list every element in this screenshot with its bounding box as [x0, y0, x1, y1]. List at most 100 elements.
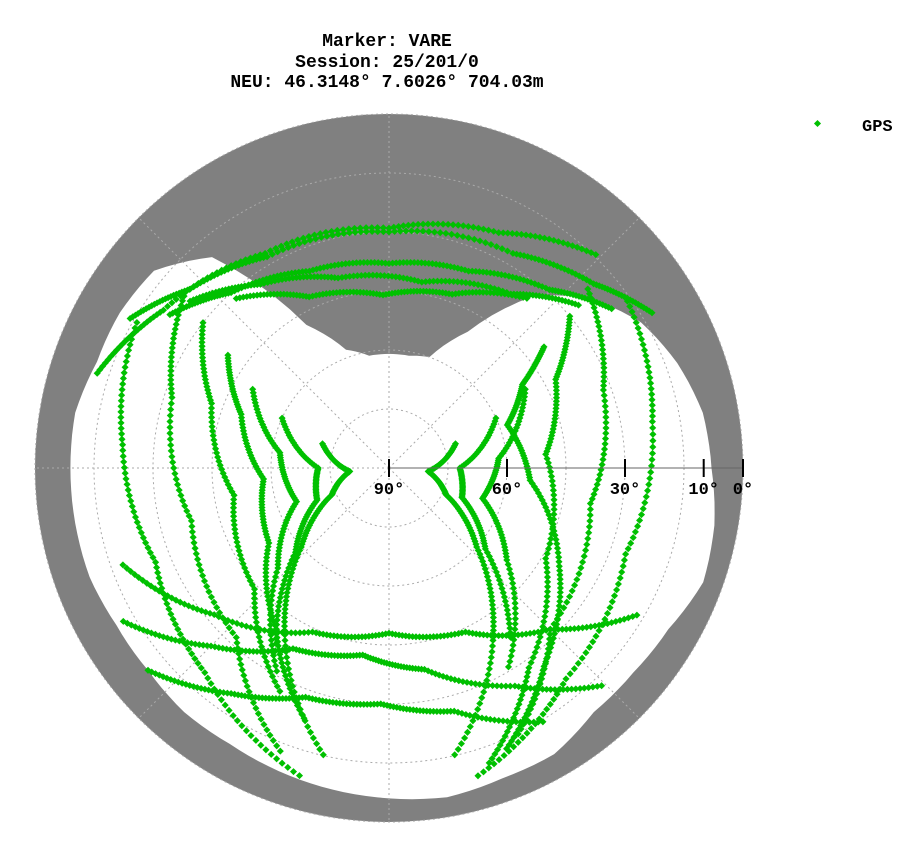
- gps-point: [558, 625, 566, 633]
- gps-point: [491, 750, 499, 758]
- gps-point: [275, 602, 283, 610]
- gps-point: [402, 227, 410, 235]
- gps-point: [480, 688, 488, 696]
- gps-point: [491, 631, 499, 640]
- gps-point: [283, 240, 291, 248]
- gps-point: [188, 650, 196, 658]
- gps-point: [174, 625, 182, 633]
- gps-point: [529, 653, 537, 662]
- gps-point: [229, 504, 238, 512]
- gps-point: [231, 529, 239, 538]
- gps-point: [648, 418, 656, 426]
- gps-point: [250, 585, 259, 593]
- gps-point: [126, 341, 134, 349]
- gps-point: [262, 580, 270, 588]
- gps-point: [543, 573, 552, 581]
- gps-point: [589, 638, 597, 646]
- gps-point: [626, 302, 634, 310]
- gps-point: [463, 728, 472, 736]
- gps-point: [434, 220, 442, 228]
- gps-point: [165, 605, 173, 613]
- gps-point: [543, 564, 551, 572]
- gps-point: [554, 625, 562, 633]
- gps-point: [648, 309, 656, 317]
- gps-point: [117, 408, 125, 416]
- gps-point: [296, 705, 304, 713]
- gps-point: [600, 450, 608, 458]
- gps-point: [645, 368, 653, 376]
- gps-point: [557, 609, 565, 617]
- gps-point: [188, 522, 196, 530]
- gps-point: [444, 220, 452, 228]
- gps-point: [251, 624, 259, 633]
- gps-point: [525, 718, 533, 726]
- gps-point: [542, 607, 550, 616]
- gps-point: [464, 222, 472, 231]
- gps-point: [489, 605, 497, 613]
- gps-point: [168, 299, 176, 307]
- gps-point: [479, 225, 488, 233]
- gps-point: [437, 277, 446, 285]
- gps-point: [542, 655, 551, 663]
- chart-title: Marker: VARE Session: 25/201/0 NEU: 46.3…: [230, 32, 543, 93]
- gps-point: [271, 677, 279, 686]
- gps-point: [281, 609, 289, 617]
- gps-point: [596, 327, 604, 335]
- gps-point: [198, 342, 206, 350]
- gps-point: [362, 224, 370, 232]
- gps-point: [639, 341, 647, 349]
- gps-point: [488, 648, 496, 656]
- gps-point: [550, 625, 558, 633]
- gps-point: [642, 352, 650, 360]
- gps-point: [379, 228, 387, 236]
- gps-point: [245, 647, 254, 655]
- gps-point: [429, 277, 438, 285]
- gps-point: [549, 482, 557, 490]
- gps-point: [542, 602, 550, 611]
- gps-point: [601, 397, 609, 405]
- gps-point: [563, 685, 571, 693]
- gps-point: [488, 754, 496, 763]
- gps-point: [194, 555, 202, 563]
- gps-point: [556, 584, 564, 592]
- gps-point: [305, 232, 313, 241]
- gps-point: [534, 718, 542, 726]
- gps-point: [539, 710, 547, 718]
- gps-point: [503, 247, 512, 255]
- gps-point: [597, 336, 605, 344]
- gps-point: [550, 501, 558, 509]
- gps-point: [301, 717, 309, 725]
- gps-point: [257, 741, 265, 749]
- gps-point: [281, 636, 289, 644]
- gps-point: [618, 568, 626, 576]
- gps-point: [118, 435, 126, 443]
- gps-point: [642, 493, 650, 501]
- gps-point: [256, 625, 264, 633]
- gps-point: [167, 610, 175, 618]
- gps-point: [137, 529, 145, 537]
- gps-point: [310, 231, 319, 239]
- gps-point: [543, 592, 551, 601]
- gps-point: [575, 570, 583, 578]
- gps-point: [454, 221, 462, 229]
- gps-point: [171, 470, 179, 478]
- gps-point: [508, 574, 516, 583]
- gps-point: [385, 228, 393, 236]
- gps-point: [282, 597, 290, 605]
- gps-point: [509, 584, 518, 592]
- gps-point: [429, 220, 437, 228]
- gps-point: [183, 507, 191, 515]
- gps-point: [166, 429, 174, 437]
- gps-point: [601, 440, 609, 448]
- gps-point: [488, 601, 497, 609]
- gps-point: [360, 258, 368, 267]
- gps-point: [500, 751, 508, 760]
- gps-point: [117, 397, 125, 405]
- gps-point: [603, 609, 612, 617]
- gps-point: [519, 734, 527, 742]
- azimuth-spoke: [138, 467, 390, 719]
- gps-point: [230, 521, 238, 529]
- gps-point: [251, 599, 259, 607]
- gps-point: [187, 517, 195, 525]
- gps-point: [198, 338, 206, 346]
